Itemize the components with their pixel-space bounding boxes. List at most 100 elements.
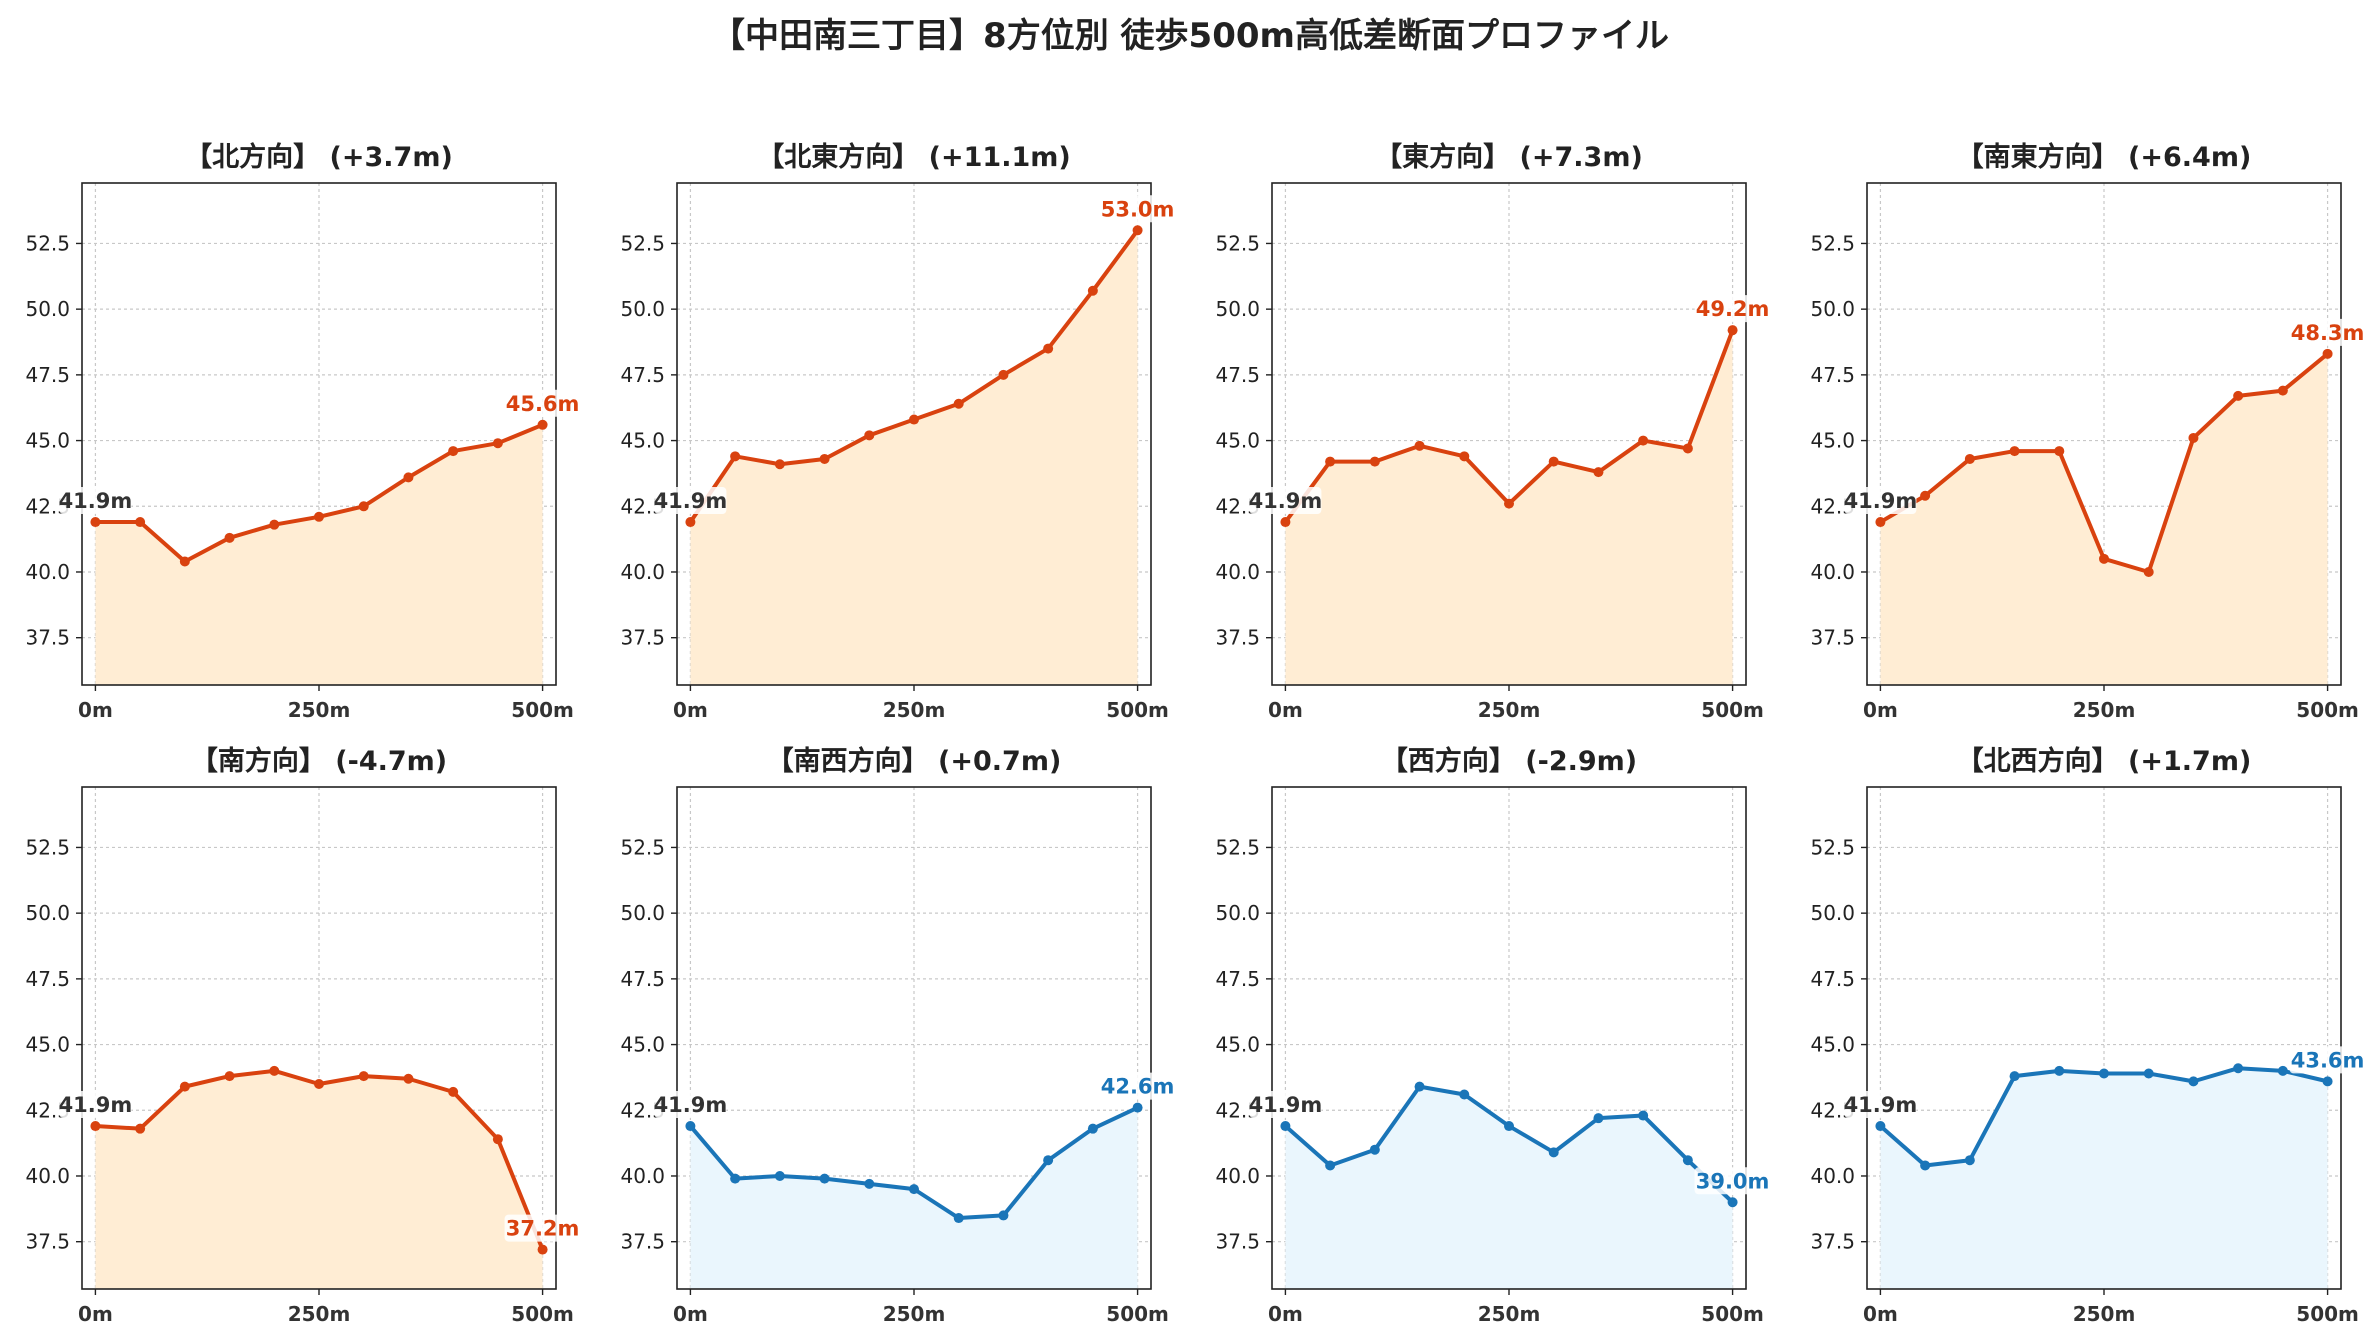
y-tick-label: 40.0 — [1810, 560, 1855, 584]
data-point — [1504, 1121, 1514, 1132]
data-point — [448, 446, 459, 457]
y-tick-label: 47.5 — [25, 967, 70, 991]
chart-panel-5: 37.540.042.545.047.550.052.50m 250m 500m【南… — [620, 745, 1176, 1326]
data-point — [1369, 456, 1380, 467]
data-point — [179, 556, 190, 567]
x-tick-label: 0m — [78, 1302, 113, 1326]
end-value-label: 49.2m — [1696, 297, 1770, 321]
main-title: 【中田南三丁目】8方位別 徒歩500m高低差断面プロファイル — [711, 16, 1669, 56]
end-label-box — [1694, 295, 1771, 323]
data-point — [1043, 343, 1054, 354]
data-point — [685, 1121, 696, 1132]
y-tick-label: 37.5 — [1215, 626, 1260, 650]
data-point — [1682, 1155, 1693, 1166]
y-tick-label: 52.5 — [1215, 231, 1260, 255]
y-tick-label: 37.5 — [620, 1230, 665, 1254]
x-tick-label: 0m — [78, 698, 113, 722]
data-point — [224, 532, 235, 543]
data-point — [730, 1173, 741, 1184]
data-point — [269, 519, 280, 530]
data-point — [358, 1071, 369, 1082]
end-label-box — [1099, 1072, 1176, 1100]
end-label-box — [2289, 1046, 2366, 1074]
start-value-label: 41.9m — [1249, 1093, 1323, 1117]
chart-panel-0: 37.540.042.545.047.550.052.50m 250m 500m【北… — [25, 141, 581, 722]
data-point — [1593, 467, 1604, 478]
area-fill — [95, 424, 543, 685]
start-value-label: 41.9m — [654, 1093, 728, 1117]
data-point — [1504, 498, 1514, 509]
data-point — [1548, 456, 1559, 467]
chart-panel-6: 37.540.042.545.047.550.052.50m 250m 500m【西… — [1215, 745, 1771, 1326]
data-point — [1325, 456, 1336, 467]
start-label-box — [1844, 1091, 1917, 1119]
data-point — [2099, 553, 2109, 564]
x-tick-label: 500m — [2296, 698, 2359, 722]
end-value-label: 48.3m — [2291, 321, 2365, 345]
data-point — [90, 1121, 101, 1132]
x-tick-label: 500m — [1701, 1302, 1764, 1326]
data-point — [2009, 1071, 2020, 1082]
end-label-box — [2289, 318, 2366, 346]
data-point — [685, 517, 696, 528]
end-label-box — [504, 389, 581, 417]
y-tick-label: 45.0 — [1215, 1033, 1260, 1057]
x-tick-label: 250m — [1478, 1302, 1541, 1326]
data-point — [2009, 446, 2020, 457]
chart-panel-1: 37.540.042.545.047.550.052.50m 250m 500m【北… — [620, 141, 1176, 722]
data-point — [1548, 1147, 1559, 1158]
data-point — [1875, 517, 1886, 528]
x-tick-label: 500m — [511, 698, 574, 722]
data-point — [1459, 1089, 1470, 1100]
start-label-box — [654, 487, 727, 515]
data-point — [2233, 390, 2244, 401]
x-tick-label: 0m — [1268, 698, 1303, 722]
data-point — [537, 419, 548, 430]
data-point — [2233, 1063, 2244, 1074]
y-tick-label: 50.0 — [1215, 901, 1260, 925]
data-point — [90, 517, 101, 528]
end-value-label: 37.2m — [506, 1217, 580, 1241]
x-tick-label: 0m — [1863, 698, 1898, 722]
y-tick-label: 47.5 — [1810, 967, 1855, 991]
y-tick-label: 45.0 — [25, 429, 70, 453]
end-label-box — [504, 1214, 581, 1242]
data-point — [2277, 385, 2288, 396]
y-tick-label: 40.0 — [25, 560, 70, 584]
y-tick-label: 50.0 — [1215, 297, 1260, 321]
start-label-box — [654, 1091, 727, 1119]
y-tick-label: 45.0 — [620, 1033, 665, 1057]
y-tick-label: 47.5 — [25, 363, 70, 387]
data-point — [1414, 1081, 1425, 1092]
y-tick-label: 40.0 — [620, 1164, 665, 1188]
end-value-label: 43.6m — [2291, 1048, 2365, 1072]
x-tick-label: 500m — [1106, 698, 1169, 722]
data-point — [1132, 1102, 1143, 1113]
chart-panel-4: 37.540.042.545.047.550.052.50m 250m 500m【南… — [25, 745, 581, 1326]
y-tick-label: 37.5 — [1810, 1230, 1855, 1254]
data-point — [314, 1078, 324, 1089]
start-value-label: 41.9m — [59, 489, 133, 513]
y-tick-label: 52.5 — [25, 231, 70, 255]
y-tick-label: 52.5 — [620, 835, 665, 859]
x-tick-label: 250m — [288, 698, 351, 722]
data-point — [1280, 517, 1291, 528]
data-point — [998, 369, 1009, 380]
data-point — [1964, 1155, 1975, 1166]
data-point — [1727, 325, 1738, 336]
area-fill — [1880, 1068, 2328, 1289]
y-tick-label: 40.0 — [1215, 560, 1260, 584]
data-point — [1638, 435, 1649, 446]
data-point — [135, 517, 146, 528]
subplot-title: 【南西方向】 (+0.7m) — [767, 745, 1062, 777]
x-tick-label: 500m — [1701, 698, 1764, 722]
end-label-box — [1099, 195, 1176, 223]
y-tick-label: 40.0 — [1215, 1164, 1260, 1188]
data-point — [2054, 446, 2065, 457]
start-label-box — [59, 1091, 132, 1119]
area-fill — [1880, 353, 2328, 685]
area-fill — [690, 1107, 1138, 1289]
y-tick-label: 45.0 — [1810, 429, 1855, 453]
data-point — [1087, 1123, 1098, 1134]
